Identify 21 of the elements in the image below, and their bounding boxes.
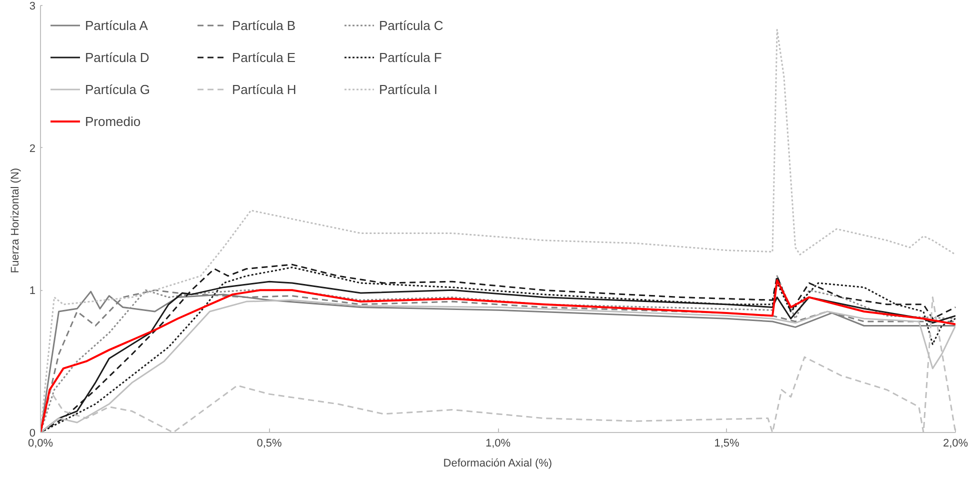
y-tick-label: 3 [29, 0, 36, 12]
y-tick-label: 2 [29, 142, 36, 155]
legend-label: Partícula I [379, 82, 439, 96]
legend-label: Partícula E [232, 50, 297, 64]
x-tick-label: 0,5% [256, 438, 282, 450]
y-tick-label: 1 [29, 285, 36, 298]
x-tick-label: 0,0% [28, 438, 54, 450]
legend-label: Partícula B [232, 18, 297, 32]
legend-label: Partícula G [85, 82, 152, 96]
x-tick-label: 2,0% [942, 438, 968, 450]
legend-label: Partícula F [379, 50, 443, 64]
y-axis-title: Fuerza Horizontal (N) [9, 168, 22, 274]
legend-label: Partícula D [85, 50, 150, 64]
x-tick-label: 1,0% [485, 438, 511, 450]
legend-label: Partícula C [379, 18, 444, 32]
y-tick-label: 0 [29, 428, 36, 440]
x-axis-title: Deformación Axial (%) [443, 458, 552, 470]
x-tick-label: 1,5% [714, 438, 740, 450]
legend-label: Partícula A [85, 18, 149, 32]
legend-label: Promedio [85, 114, 142, 128]
legend-label: Partícula H [232, 82, 298, 96]
